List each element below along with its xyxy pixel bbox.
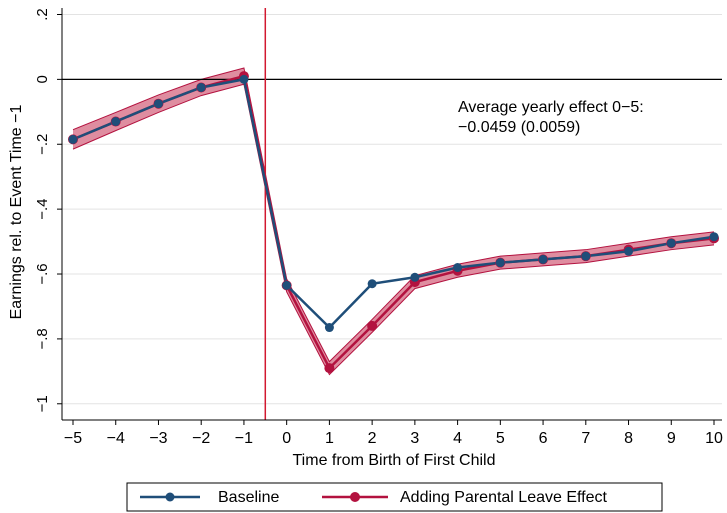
confidence-band-layer [72,67,715,376]
series-markers [68,71,719,374]
baseline-point [68,134,78,144]
y-tick-label: −1 [34,395,51,412]
baseline-point [324,323,334,333]
x-tick-label: 5 [496,430,505,447]
parental-leave-point [324,363,335,374]
baseline-line [72,78,715,329]
legend-leave-label: Adding Parental Leave Effect [400,489,608,506]
baseline-point [495,258,505,268]
legend-baseline-label: Baseline [218,489,279,506]
ci-lower-line [72,83,715,376]
baseline-point [624,246,634,256]
x-tick-label: 6 [539,430,548,447]
baseline-point [111,117,121,127]
y-tick-label: 0 [34,75,51,83]
axes [57,8,722,425]
x-tick-label: 4 [453,430,462,447]
legend-baseline-marker [165,492,175,502]
legend-leave-marker [350,492,360,502]
reference-lines [62,8,722,420]
x-tick-labels: −5 −4 −3 −2 −1 0 1 2 3 4 5 6 7 8 9 10 [64,430,723,447]
legend-box [126,482,663,512]
y-tick-label: −.2 [34,134,51,155]
series-lines [72,74,715,370]
x-tick-label: 7 [581,430,590,447]
baseline-point [538,254,548,264]
x-tick-label: 1 [325,430,334,447]
ci-upper-line [72,67,715,363]
x-tick-label: 0 [282,430,291,447]
baseline-point [367,279,377,289]
x-axis-label: Time from Birth of First Child [293,452,496,469]
parental-leave-point [367,320,378,331]
annotation-line-1: Average yearly effect 0−5: [458,99,644,116]
baseline-point [709,232,719,242]
parental-leave-line [72,74,715,370]
baseline-point [581,251,591,261]
x-tick-label: 8 [624,430,633,447]
x-tick-label: 3 [410,430,419,447]
baseline-point [453,263,463,273]
y-tick-label: −.6 [34,263,51,284]
x-tick-label: 2 [368,430,377,447]
y-tick-label: .2 [34,8,51,21]
gridlines [62,13,722,405]
baseline-point [196,82,206,92]
y-tick-labels: .2 0 −.2 −.4 −.6 −.8 −1 [34,8,51,412]
legend: Baseline Adding Parental Leave Effect [126,482,663,512]
y-tick-label: −.4 [34,198,51,219]
baseline-point [153,99,163,109]
x-tick-label: −4 [107,430,125,447]
annotation-line-2: −0.0459 (0.0059) [458,119,580,136]
baseline-point [239,74,249,84]
baseline-point [410,272,420,282]
baseline-point [282,280,292,290]
x-tick-label: −1 [235,430,253,447]
y-tick-label: −.8 [34,328,51,349]
x-tick-label: −2 [192,430,210,447]
y-axis-label: Earnings rel. to Event Time −1 [8,105,25,320]
x-tick-label: 9 [667,430,676,447]
x-tick-label: −3 [149,430,167,447]
x-tick-label: 10 [705,430,723,447]
baseline-point [666,238,676,248]
x-tick-label: −5 [64,430,82,447]
